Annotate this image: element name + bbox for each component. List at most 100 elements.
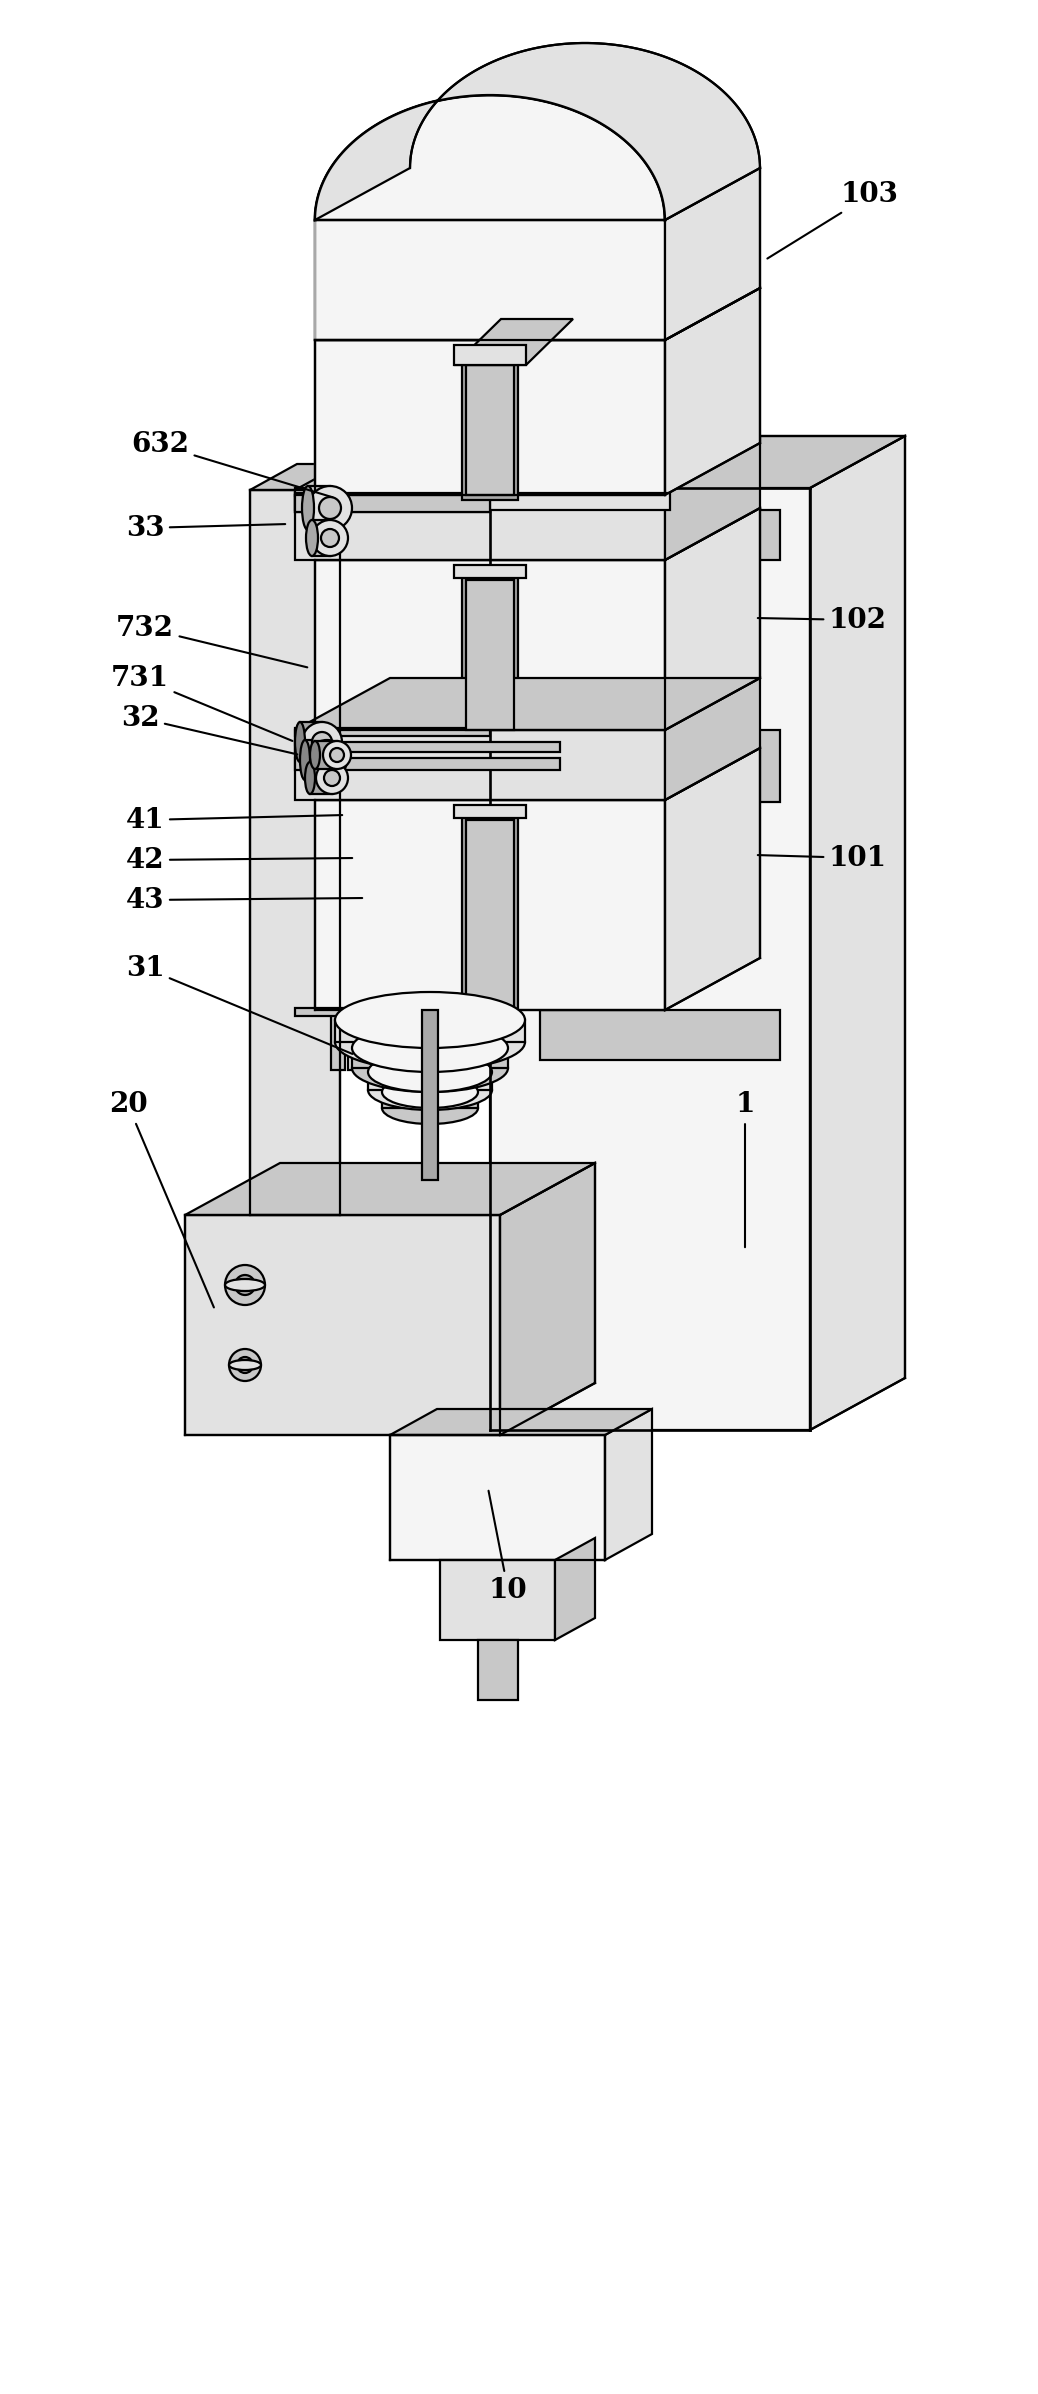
Ellipse shape (229, 1360, 261, 1369)
Text: 33: 33 (126, 515, 285, 541)
Text: 31: 31 (126, 955, 353, 1053)
Polygon shape (295, 759, 559, 771)
Polygon shape (295, 491, 665, 560)
Polygon shape (665, 438, 760, 560)
Ellipse shape (310, 742, 320, 768)
Polygon shape (250, 464, 387, 491)
Polygon shape (295, 730, 665, 800)
Polygon shape (315, 800, 665, 1010)
Polygon shape (295, 493, 670, 510)
Polygon shape (665, 678, 760, 800)
Polygon shape (454, 345, 526, 364)
Polygon shape (454, 804, 526, 819)
Polygon shape (440, 1561, 555, 1640)
Polygon shape (665, 508, 760, 730)
Polygon shape (315, 560, 665, 730)
Polygon shape (665, 747, 760, 1010)
Polygon shape (490, 488, 810, 1429)
Circle shape (312, 733, 332, 752)
Polygon shape (540, 809, 650, 1008)
Polygon shape (185, 1216, 500, 1434)
Polygon shape (315, 43, 760, 220)
Ellipse shape (352, 1025, 508, 1073)
Polygon shape (295, 1008, 490, 1015)
Text: 42: 42 (126, 847, 352, 874)
Polygon shape (365, 491, 379, 1070)
Text: 20: 20 (109, 1092, 214, 1307)
Ellipse shape (352, 1044, 508, 1092)
Polygon shape (540, 1010, 780, 1061)
Circle shape (321, 529, 339, 546)
Polygon shape (466, 364, 514, 496)
Polygon shape (312, 519, 330, 555)
Polygon shape (555, 1537, 595, 1640)
Polygon shape (315, 96, 665, 340)
Polygon shape (500, 1163, 595, 1434)
Polygon shape (315, 747, 760, 800)
Polygon shape (810, 436, 905, 1429)
Polygon shape (295, 438, 760, 491)
Polygon shape (352, 1049, 508, 1068)
Polygon shape (295, 496, 490, 512)
Ellipse shape (368, 1051, 492, 1092)
Polygon shape (295, 496, 490, 512)
Polygon shape (315, 287, 760, 340)
Polygon shape (542, 809, 648, 1005)
Ellipse shape (335, 1015, 525, 1070)
Polygon shape (466, 579, 514, 730)
Polygon shape (540, 567, 650, 728)
Polygon shape (462, 359, 518, 500)
Polygon shape (295, 488, 490, 496)
Ellipse shape (225, 1278, 265, 1290)
Polygon shape (368, 1073, 492, 1089)
Text: 1: 1 (735, 1092, 755, 1247)
Ellipse shape (302, 486, 315, 529)
Polygon shape (462, 814, 518, 1015)
Circle shape (308, 486, 352, 529)
Ellipse shape (295, 723, 305, 761)
Polygon shape (479, 1640, 518, 1700)
Polygon shape (466, 821, 514, 1010)
Polygon shape (390, 1434, 605, 1561)
Circle shape (324, 771, 340, 785)
Circle shape (316, 761, 348, 795)
Polygon shape (300, 723, 322, 761)
Text: 43: 43 (126, 886, 362, 915)
Ellipse shape (306, 519, 318, 555)
Polygon shape (185, 1163, 595, 1216)
Ellipse shape (300, 740, 310, 780)
Circle shape (317, 749, 337, 771)
Text: 10: 10 (489, 1491, 527, 1604)
Polygon shape (250, 491, 340, 1216)
Polygon shape (542, 570, 648, 725)
Polygon shape (540, 730, 780, 802)
Text: 732: 732 (116, 615, 307, 668)
Circle shape (323, 742, 351, 768)
Polygon shape (422, 1010, 438, 1180)
Circle shape (307, 740, 347, 780)
Ellipse shape (382, 1075, 479, 1108)
Polygon shape (454, 565, 526, 577)
Polygon shape (315, 742, 337, 768)
Polygon shape (462, 575, 518, 735)
Polygon shape (308, 486, 330, 529)
Circle shape (225, 1264, 265, 1305)
Polygon shape (295, 742, 559, 752)
Text: 102: 102 (758, 606, 887, 634)
Ellipse shape (335, 991, 525, 1049)
Polygon shape (315, 340, 665, 496)
Polygon shape (540, 510, 780, 560)
Circle shape (302, 723, 342, 761)
Circle shape (312, 519, 348, 555)
Polygon shape (315, 508, 760, 560)
Polygon shape (295, 728, 490, 735)
Text: 41: 41 (126, 807, 343, 833)
Polygon shape (348, 491, 362, 1070)
Text: 101: 101 (758, 845, 887, 871)
Polygon shape (335, 1020, 525, 1041)
Circle shape (235, 1276, 255, 1295)
Polygon shape (605, 1410, 652, 1561)
Polygon shape (390, 1410, 652, 1434)
Polygon shape (665, 287, 760, 496)
Ellipse shape (305, 761, 315, 795)
